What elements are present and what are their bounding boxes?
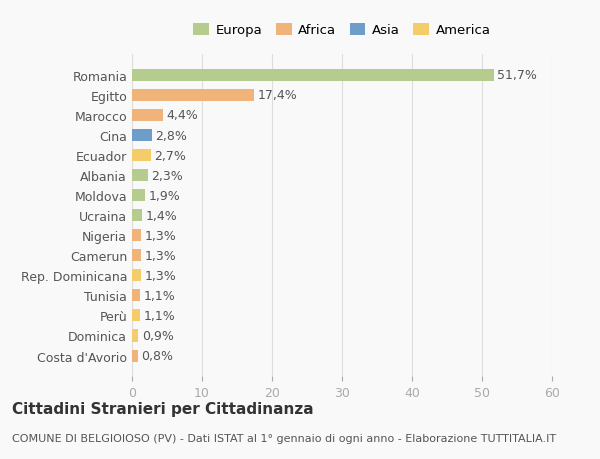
Bar (132, 350, 137, 362)
Text: 1,3%: 1,3% (145, 269, 176, 282)
Bar (132, 290, 140, 302)
Text: 0,9%: 0,9% (142, 329, 173, 342)
Text: 2,7%: 2,7% (154, 149, 186, 162)
Bar (132, 310, 140, 322)
Bar (132, 170, 148, 182)
Text: 0,8%: 0,8% (141, 349, 173, 362)
Bar (132, 250, 141, 262)
Text: 4,4%: 4,4% (166, 109, 198, 122)
Text: 2,3%: 2,3% (152, 169, 184, 182)
Bar (132, 110, 163, 122)
Bar (132, 190, 145, 202)
Text: 17,4%: 17,4% (257, 89, 297, 102)
Text: 51,7%: 51,7% (497, 69, 537, 82)
Text: COMUNE DI BELGIOIOSO (PV) - Dati ISTAT al 1° gennaio di ogni anno - Elaborazione: COMUNE DI BELGIOIOSO (PV) - Dati ISTAT a… (12, 433, 556, 442)
Bar (132, 70, 494, 82)
Text: 1,3%: 1,3% (145, 229, 176, 242)
Text: 1,9%: 1,9% (149, 189, 181, 202)
Bar (132, 230, 141, 242)
Bar (132, 90, 254, 102)
Text: 2,8%: 2,8% (155, 129, 187, 142)
Text: Cittadini Stranieri per Cittadinanza: Cittadini Stranieri per Cittadinanza (12, 401, 314, 416)
Bar (132, 130, 152, 142)
Bar (132, 270, 141, 282)
Text: 1,3%: 1,3% (145, 249, 176, 262)
Text: 1,1%: 1,1% (143, 309, 175, 322)
Text: 1,4%: 1,4% (145, 209, 177, 222)
Bar (132, 150, 151, 162)
Bar (132, 330, 139, 342)
Bar (132, 210, 142, 222)
Text: 1,1%: 1,1% (143, 289, 175, 302)
Legend: Europa, Africa, Asia, America: Europa, Africa, Asia, America (190, 20, 494, 41)
